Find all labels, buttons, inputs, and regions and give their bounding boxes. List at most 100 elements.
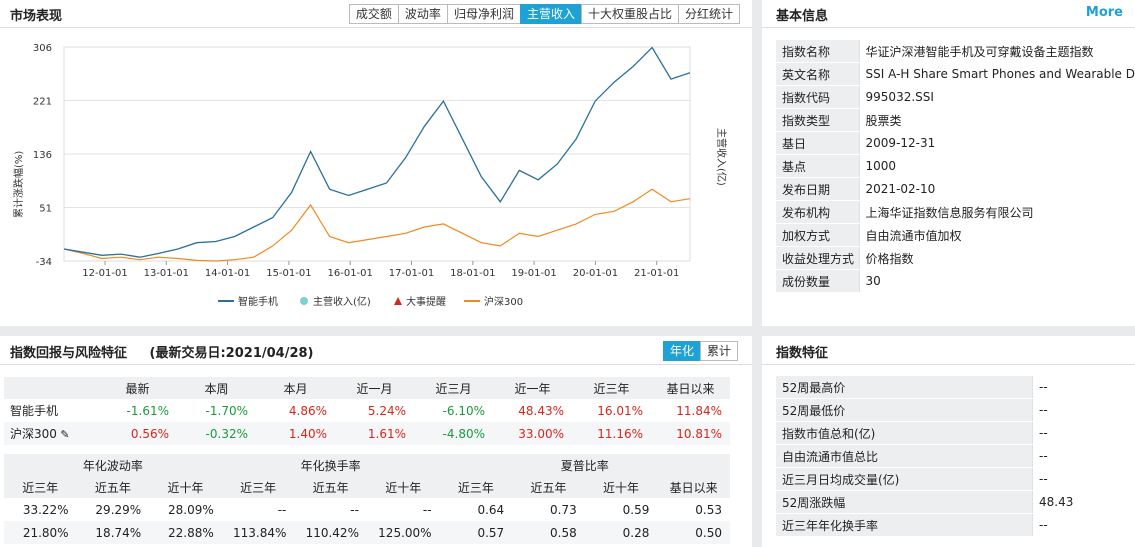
- risk-value: 18.74%: [95, 525, 142, 540]
- risk-sub-header: 近十年: [167, 480, 204, 495]
- legend[interactable]: 智能手机 主营收入(亿) 大事提醒 沪深300: [218, 295, 523, 308]
- x-tick-label: 19-01-01: [511, 268, 556, 279]
- y-right-axis-label: 主营收入(亿): [715, 128, 728, 186]
- tab-net-profit[interactable]: 归母净利润: [446, 4, 521, 24]
- return-value: -6.10%: [442, 403, 485, 418]
- basic-info-value: 1000: [858, 154, 1135, 178]
- y-tick-label: 136: [33, 150, 52, 161]
- basic-info-value: 股票类: [858, 108, 1135, 132]
- basic-info-value: 995032.SSI: [858, 85, 1135, 109]
- feature-key: 52周最高价: [776, 376, 1033, 399]
- x-tick-label: 16-01-01: [328, 268, 373, 279]
- returns-divider: [0, 364, 752, 365]
- risk-value: 0.64: [477, 502, 505, 517]
- return-value: 11.84%: [676, 403, 722, 418]
- tab-top10-weight[interactable]: 十大权重股占比: [580, 4, 679, 24]
- feature-key: 52周最低价: [776, 398, 1033, 422]
- risk-value: 0.57: [477, 525, 505, 540]
- return-value: 5.24%: [367, 403, 406, 418]
- feature-key: 指数市值总和(亿): [776, 421, 1033, 445]
- basic-info-row: 收益处理方式 价格指数: [776, 246, 1135, 270]
- basic-info-row: 基点 1000: [776, 154, 1135, 178]
- feature-row: 近三年年化换手率 --: [776, 513, 1135, 537]
- return-value: 33.00%: [518, 426, 564, 441]
- risk-value: --: [350, 502, 359, 517]
- return-value: 0.56%: [130, 426, 169, 441]
- feature-key: 近三月日均成交量(亿): [776, 467, 1033, 491]
- risk-sub-header: 近五年: [94, 480, 131, 495]
- returns-col-header: 近一月: [356, 381, 393, 396]
- feature-row: 自由流通市值总比 --: [776, 444, 1135, 468]
- feature-row: 52周最低价 --: [776, 398, 1135, 422]
- feature-key: 自由流通市值总比: [776, 444, 1033, 468]
- y-tick-label: 51: [39, 204, 52, 215]
- features-table: 52周最高价 -- 52周最低价 -- 指数市值总和(亿) -- 自由流通市值总比 -- 近三月…: [776, 376, 1135, 537]
- edit-icon[interactable]: ✎: [56, 428, 70, 441]
- risk-sub-header: 近五年: [530, 480, 567, 495]
- features-divider: [762, 364, 1135, 365]
- feature-key: 近三年年化换手率: [776, 513, 1033, 537]
- risk-sub-header: 近三年: [22, 480, 59, 495]
- market-title: 市场表现: [10, 9, 63, 24]
- features-title: 指数特征: [776, 346, 829, 361]
- basic-info-value: 2021-02-10: [858, 177, 1135, 201]
- market-divider: [0, 27, 752, 28]
- latest-trade-date: (最新交易日:2021/04/28): [149, 346, 314, 361]
- series-line-smartphone: [63, 46, 691, 258]
- return-value: 1.61%: [367, 426, 406, 441]
- returns-title: 指数回报与风险特征 (最新交易日:2021/04/28): [10, 342, 314, 361]
- basic-info-key: 成份数量: [776, 269, 860, 293]
- feature-value: --: [1032, 467, 1135, 491]
- risk-value: 22.88%: [168, 525, 214, 540]
- more-link[interactable]: More: [1085, 5, 1123, 20]
- x-tick-label: 14-01-01: [205, 268, 250, 279]
- risk-value: 0.59: [622, 502, 650, 517]
- return-value: -1.61%: [126, 403, 169, 418]
- performance-chart[interactable]: 306 221 136 51 -34 12-01-01 13-01-01 14-01-01 1…: [0, 28, 752, 326]
- y-tick-label: 221: [33, 97, 52, 108]
- return-value: 16.01%: [597, 403, 643, 418]
- basic-info-row: 发布日期 2021-02-10: [776, 177, 1135, 201]
- market-tabs: 成交额 波动率 归母净利润 主营收入 十大权重股占比 分红统计: [348, 4, 740, 24]
- risk-value: 0.53: [695, 502, 722, 517]
- tab-turnover[interactable]: 成交额: [348, 4, 399, 24]
- x-tick-label: 13-01-01: [144, 268, 189, 279]
- group-header-turnover: 年化换手率: [300, 458, 361, 473]
- basic-info-row: 基日 2009-12-31: [776, 131, 1135, 155]
- returns-col-header: 本周: [204, 381, 229, 396]
- basic-info-row: 成份数量 30: [776, 269, 1135, 293]
- risk-sub-header: 基日以来: [669, 480, 718, 495]
- basic-info-key: 加权方式: [776, 223, 860, 247]
- basic-info-key: 指数名称: [776, 40, 860, 63]
- basic-info-value: 价格指数: [858, 246, 1135, 270]
- legend-smartphone: 智能手机: [238, 295, 278, 308]
- basic-info-row: 加权方式 自由流通市值加权: [776, 223, 1135, 247]
- basic-info-title: 基本信息: [776, 9, 829, 24]
- basic-info-row: 发布机构 上海华证指数信息服务有限公司: [776, 200, 1135, 224]
- return-value: -0.32%: [205, 426, 248, 441]
- legend-event-marker: [394, 297, 402, 305]
- toggle-cumulative[interactable]: 累计: [699, 341, 738, 361]
- toggle-annualized[interactable]: 年化: [662, 341, 701, 361]
- feature-value: --: [1032, 513, 1135, 537]
- basic-info-value: 30: [858, 269, 1135, 293]
- risk-value: 113.84%: [232, 525, 287, 540]
- y-left-axis-label: 累计涨跌幅(%): [12, 151, 25, 218]
- basic-info-key: 收益处理方式: [776, 246, 860, 270]
- returns-header-blank: [4, 377, 98, 399]
- legend-events: 大事提醒: [406, 295, 446, 308]
- basic-divider: [762, 27, 1135, 28]
- series-line-hs300: [63, 188, 691, 262]
- feature-value: 48.43: [1032, 490, 1135, 514]
- legend-revenue-marker: [300, 297, 308, 305]
- tab-volatility[interactable]: 波动率: [397, 4, 448, 24]
- tab-dividend[interactable]: 分红统计: [677, 4, 740, 24]
- group-header-sharpe: 夏普比率: [560, 458, 609, 473]
- returns-row-name: 智能手机: [4, 399, 98, 422]
- basic-info-key: 发布机构: [776, 200, 860, 224]
- basic-info-value: 2009-12-31: [858, 131, 1135, 155]
- returns-col-header: 近三月: [435, 381, 472, 396]
- basic-info-key: 发布日期: [776, 177, 860, 201]
- tab-main-revenue[interactable]: 主营收入: [519, 4, 582, 24]
- return-value: 48.43%: [518, 403, 564, 418]
